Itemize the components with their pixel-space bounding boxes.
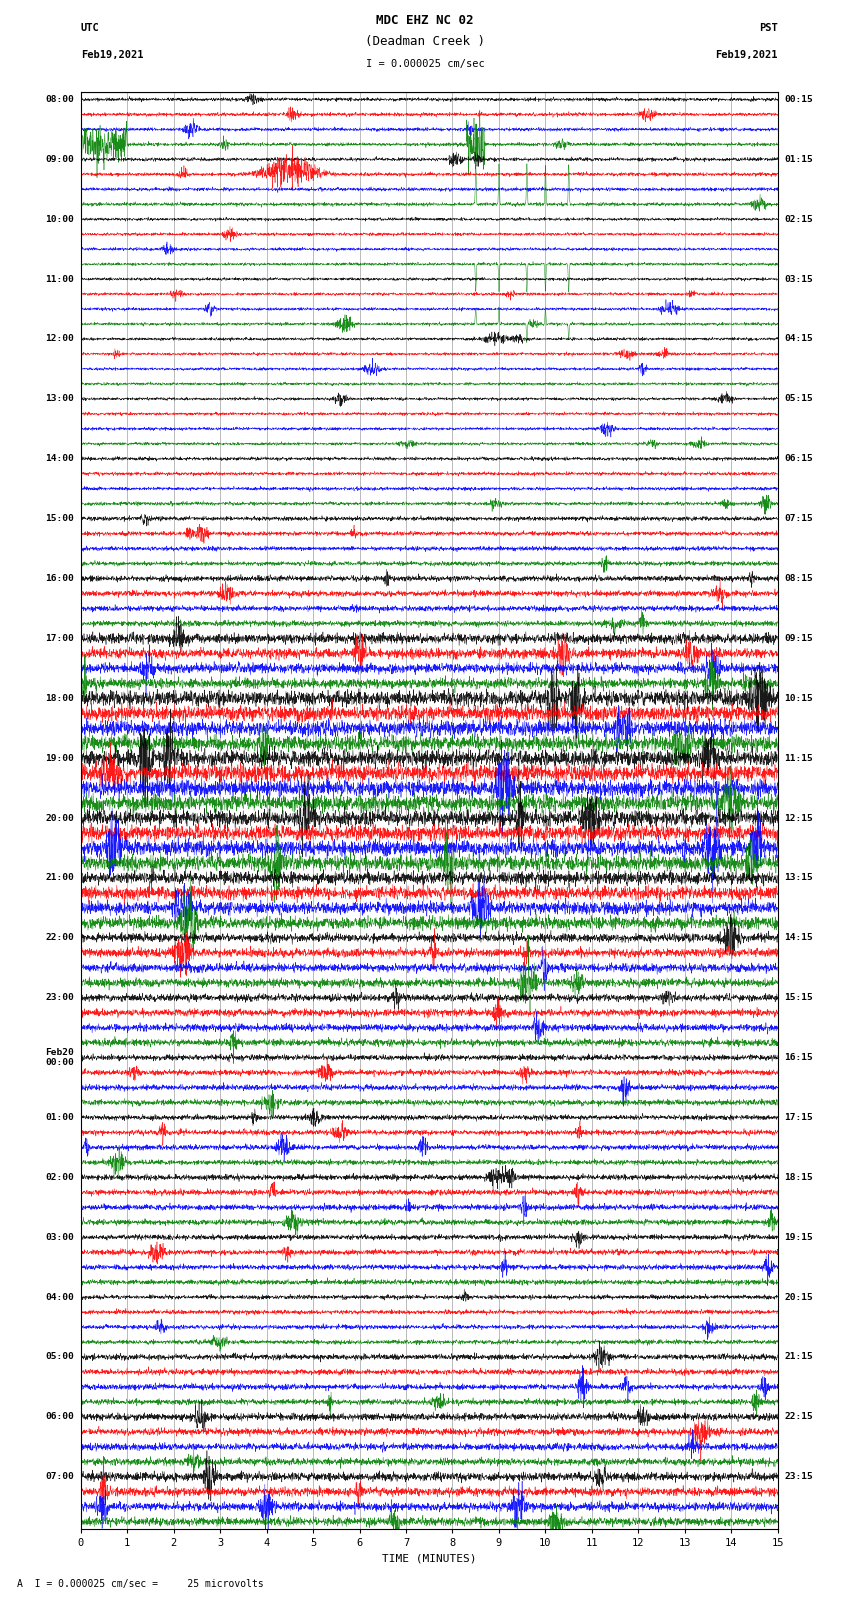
Text: 16:00: 16:00	[45, 574, 74, 582]
Text: 07:15: 07:15	[785, 515, 813, 523]
Text: 08:15: 08:15	[785, 574, 813, 582]
Text: 03:00: 03:00	[45, 1232, 74, 1242]
Text: 06:00: 06:00	[45, 1413, 74, 1421]
Text: Feb20
00:00: Feb20 00:00	[45, 1048, 74, 1068]
Text: 21:15: 21:15	[785, 1352, 813, 1361]
Text: 18:15: 18:15	[785, 1173, 813, 1182]
Text: 21:00: 21:00	[45, 873, 74, 882]
Text: 02:00: 02:00	[45, 1173, 74, 1182]
Text: 05:00: 05:00	[45, 1352, 74, 1361]
Text: Feb19,2021: Feb19,2021	[81, 50, 144, 60]
Text: 06:15: 06:15	[785, 455, 813, 463]
Text: 10:00: 10:00	[45, 215, 74, 224]
Text: Feb19,2021: Feb19,2021	[715, 50, 778, 60]
Text: 01:15: 01:15	[785, 155, 813, 165]
Text: A  I = 0.000025 cm/sec =     25 microvolts: A I = 0.000025 cm/sec = 25 microvolts	[17, 1579, 264, 1589]
Text: 13:15: 13:15	[785, 873, 813, 882]
Text: 16:15: 16:15	[785, 1053, 813, 1061]
Text: 04:15: 04:15	[785, 334, 813, 344]
Text: 15:15: 15:15	[785, 994, 813, 1002]
Text: 17:15: 17:15	[785, 1113, 813, 1123]
Text: 09:15: 09:15	[785, 634, 813, 644]
Text: 07:00: 07:00	[45, 1473, 74, 1481]
Text: 03:15: 03:15	[785, 274, 813, 284]
Text: 12:00: 12:00	[45, 334, 74, 344]
Text: 23:00: 23:00	[45, 994, 74, 1002]
Text: 04:00: 04:00	[45, 1292, 74, 1302]
Text: PST: PST	[759, 23, 778, 32]
Text: 14:00: 14:00	[45, 455, 74, 463]
Text: 11:00: 11:00	[45, 274, 74, 284]
Text: 23:15: 23:15	[785, 1473, 813, 1481]
Text: 14:15: 14:15	[785, 934, 813, 942]
Text: 20:00: 20:00	[45, 813, 74, 823]
Text: 20:15: 20:15	[785, 1292, 813, 1302]
Text: 17:00: 17:00	[45, 634, 74, 644]
Text: 09:00: 09:00	[45, 155, 74, 165]
Text: 01:00: 01:00	[45, 1113, 74, 1123]
Text: 05:15: 05:15	[785, 394, 813, 403]
Text: MDC EHZ NC 02: MDC EHZ NC 02	[377, 15, 473, 27]
Text: 22:00: 22:00	[45, 934, 74, 942]
X-axis label: TIME (MINUTES): TIME (MINUTES)	[382, 1553, 477, 1563]
Text: 00:15: 00:15	[785, 95, 813, 103]
Text: 11:15: 11:15	[785, 753, 813, 763]
Text: 22:15: 22:15	[785, 1413, 813, 1421]
Text: 12:15: 12:15	[785, 813, 813, 823]
Text: 10:15: 10:15	[785, 694, 813, 703]
Text: 13:00: 13:00	[45, 394, 74, 403]
Text: I = 0.000025 cm/sec: I = 0.000025 cm/sec	[366, 60, 484, 69]
Text: 19:00: 19:00	[45, 753, 74, 763]
Text: 08:00: 08:00	[45, 95, 74, 103]
Text: (Deadman Creek ): (Deadman Creek )	[365, 35, 485, 48]
Text: 02:15: 02:15	[785, 215, 813, 224]
Text: UTC: UTC	[81, 23, 99, 32]
Text: 18:00: 18:00	[45, 694, 74, 703]
Text: 15:00: 15:00	[45, 515, 74, 523]
Text: 19:15: 19:15	[785, 1232, 813, 1242]
